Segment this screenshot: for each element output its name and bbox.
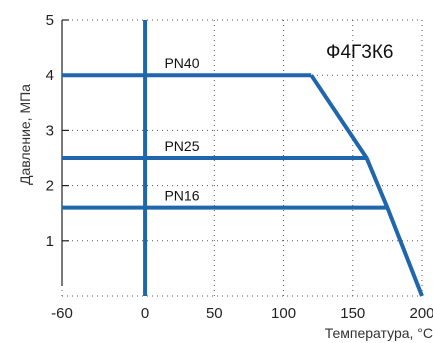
x-tick-label: 100 bbox=[271, 305, 296, 322]
series-labels: PN40 PN25 PN16 bbox=[164, 55, 199, 203]
y-tick-label: 1 bbox=[46, 233, 54, 250]
series-label-pn16: PN16 bbox=[164, 188, 199, 204]
chart-title: Ф4Г3К6 bbox=[326, 42, 394, 63]
x-tick-label: 50 bbox=[206, 305, 223, 322]
x-tick-label: -60 bbox=[51, 305, 73, 322]
x-axis-title: Температура, °С bbox=[325, 325, 433, 341]
x-tick-label: 150 bbox=[340, 305, 365, 322]
x-ticks: -60 0 50 100 150 200 bbox=[51, 305, 433, 322]
y-ticks: 1 2 3 4 5 bbox=[46, 12, 69, 250]
y-tick-label: 4 bbox=[46, 67, 54, 84]
series-label-pn25: PN25 bbox=[164, 138, 199, 154]
y-tick-label: 3 bbox=[46, 122, 54, 139]
y-tick-label: 5 bbox=[46, 12, 54, 29]
y-axis-title: Давление, МПа bbox=[17, 84, 33, 185]
series-line-3 bbox=[309, 74, 424, 297]
series-label-pn40: PN40 bbox=[164, 55, 199, 71]
y-tick-label: 2 bbox=[46, 178, 54, 195]
x-tick-label: 200 bbox=[409, 305, 433, 322]
series-lines bbox=[62, 20, 424, 297]
x-tick-label: 0 bbox=[141, 305, 149, 322]
